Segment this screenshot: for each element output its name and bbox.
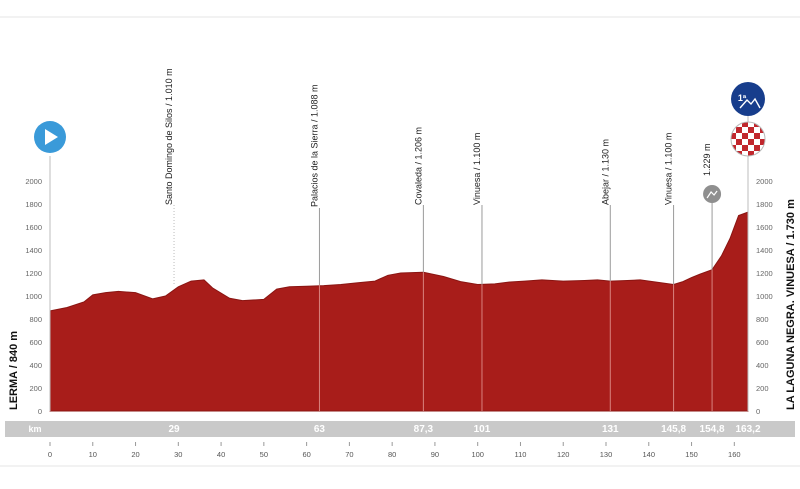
waypoint-label: Vinuesa / 1.100 m <box>664 133 674 205</box>
climb-category-icon <box>703 185 722 203</box>
checker-square <box>731 133 736 139</box>
x-tick-label: 140 <box>643 450 656 459</box>
y-tick-right: 1800 <box>756 200 773 209</box>
climb-peaks-icon <box>706 190 718 199</box>
checker-square <box>760 151 765 156</box>
x-tick-label: 20 <box>131 450 139 459</box>
km-marker-label: 131 <box>602 424 619 435</box>
x-tick-label: 90 <box>431 450 439 459</box>
waypoints: Santo Domingo de Silos / 1.010 m Palacios… <box>164 68 713 285</box>
checker-square <box>742 145 748 151</box>
y-tick-left: 200 <box>29 384 42 393</box>
y-tick-left: 1800 <box>25 200 42 209</box>
y-tick-right: 800 <box>756 315 769 324</box>
x-tick-label: 100 <box>471 450 484 459</box>
y-tick-right: 400 <box>756 361 769 370</box>
start-location-label: LERMA / 840 m <box>8 331 20 410</box>
x-tick-label: 60 <box>302 450 310 459</box>
finish-checker-group <box>731 122 765 156</box>
checker-square <box>760 139 765 145</box>
x-tick-label: 40 <box>217 450 225 459</box>
y-tick-left: 1200 <box>25 269 42 278</box>
y-tick-right: 1200 <box>756 269 773 278</box>
finish-location-label: LA LAGUNA NEGRA. VINUESA / 1.730 m <box>785 199 797 410</box>
x-tick-label: 130 <box>600 450 613 459</box>
side-labels: LERMA / 840 m LA LAGUNA NEGRA. VINUESA / … <box>8 199 797 410</box>
y-tick-right: 600 <box>756 338 769 347</box>
y-tick-right: 200 <box>756 384 769 393</box>
x-tick-label: 110 <box>514 450 526 459</box>
x-tick-label: 70 <box>345 450 353 459</box>
km-marker-label: 29 <box>168 424 180 435</box>
y-tick-left: 600 <box>29 338 42 347</box>
y-tick-left: 2000 <box>25 177 42 186</box>
x-axis: 0 10 20 30 40 50 60 70 80 90 100 110 120 130 140 150 160 <box>48 442 741 459</box>
y-axes: 0 0 200 200 400 400 600 600 800 800 1000 1000 1200 12… <box>25 106 773 416</box>
checker-square <box>748 151 754 156</box>
km-marker-label: 163,2 <box>735 424 760 435</box>
checker-square <box>736 139 742 145</box>
y-tick-left: 1400 <box>25 246 42 255</box>
y-tick-left: 1000 <box>25 292 42 301</box>
checker-square <box>736 127 742 133</box>
x-tick-label: 50 <box>260 450 268 459</box>
finish-icon-ring <box>730 121 766 157</box>
km-band: km 29 63 87,3 101 131 145,8 154,8 163,2 <box>5 421 795 437</box>
y-tick-left: 400 <box>29 361 42 370</box>
x-tick-label: 0 <box>48 450 52 459</box>
profile-shape <box>49 211 749 412</box>
y-tick-right: 2000 <box>756 177 773 186</box>
y-tick-left: 800 <box>29 315 42 324</box>
mountain-category-icon <box>731 82 765 116</box>
play-triangle-icon <box>45 129 58 145</box>
km-band-bar <box>5 421 795 437</box>
checker-square <box>742 133 748 139</box>
mountain-peaks-icon <box>739 97 761 109</box>
x-tick-label: 150 <box>685 450 698 459</box>
waypoint-label: Covaleda / 1.206 m <box>413 127 423 205</box>
mountain-category-label: 1ª <box>738 93 747 103</box>
km-marker-label: 154,8 <box>700 424 725 435</box>
x-tick-label: 120 <box>557 450 570 459</box>
checker-square <box>754 145 760 151</box>
waypoint-label: Palacios de la Sierra / 1.088 m <box>309 84 319 207</box>
icons: 1ª <box>34 82 766 203</box>
y-tick-right: 1600 <box>756 223 773 232</box>
x-tick-label: 80 <box>388 450 396 459</box>
waypoint-label: 1.229 m <box>702 143 712 176</box>
km-marker-label: 101 <box>474 424 491 435</box>
y-tick-right: 1400 <box>756 246 773 255</box>
km-marker-label: 63 <box>314 424 326 435</box>
km-band-unit: km <box>28 424 41 434</box>
y-tick-left: 0 <box>38 407 42 416</box>
km-marker-label: 87,3 <box>414 424 434 435</box>
profile-area <box>49 211 749 412</box>
x-tick-label: 10 <box>89 450 97 459</box>
waypoint-label: Abejar / 1.130 m <box>600 139 610 205</box>
checker-square <box>731 122 736 127</box>
checker-square <box>742 122 748 127</box>
y-tick-left: 1600 <box>25 223 42 232</box>
waypoint-label: Santo Domingo de Silos / 1.010 m <box>164 68 174 205</box>
checker-square <box>754 133 760 139</box>
x-tick-label: 160 <box>728 450 741 459</box>
y-tick-right: 0 <box>756 407 760 416</box>
checker-square <box>748 139 754 145</box>
y-tick-right: 1000 <box>756 292 773 301</box>
km-marker-label: 145,8 <box>661 424 686 435</box>
x-tick-label: 30 <box>174 450 182 459</box>
checker-square <box>748 127 754 133</box>
waypoint-label: Vinuesa / 1.100 m <box>472 133 482 205</box>
